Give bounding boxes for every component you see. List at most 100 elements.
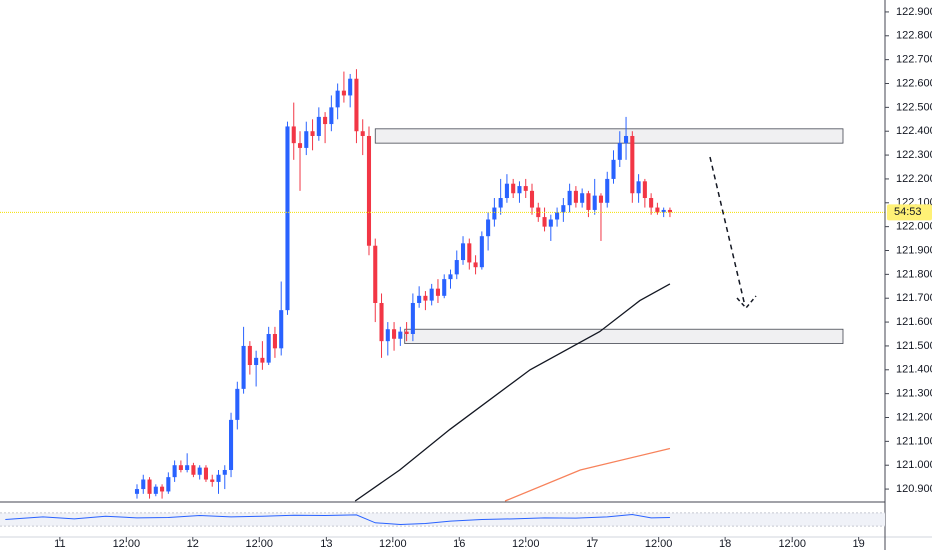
candle-body (254, 357, 259, 366)
moving-average (504, 447, 671, 502)
candle-body (235, 388, 240, 420)
x-tick-label: 12:00 (113, 538, 141, 550)
y-tick-label: 122.300 (896, 149, 932, 161)
y-tick-label: 121.300 (896, 388, 932, 400)
y-tick-label: 122.800 (896, 30, 932, 42)
x-tick-label: 16 (453, 538, 465, 550)
x-tick-label: 13 (320, 538, 332, 550)
candle-body (592, 195, 597, 210)
y-tick-label: 122.200 (896, 173, 932, 185)
candle-body (636, 181, 641, 194)
candle-body (498, 198, 503, 208)
candle-body (448, 274, 453, 280)
candle-body (335, 90, 340, 108)
forecast-arrowhead (736, 295, 757, 310)
candle-body (210, 479, 215, 482)
candle-body (266, 334, 271, 363)
candle-body (630, 135, 635, 194)
indicator-band (0, 512, 885, 527)
x-tick-label: 19 (853, 538, 865, 550)
plot-area (0, 69, 885, 502)
candle-body (460, 243, 466, 261)
y-tick-label: 121.000 (896, 459, 932, 471)
candle-body (260, 357, 265, 363)
candle-body (272, 334, 277, 349)
x-tick-label: 12:00 (645, 538, 673, 550)
candle-body (216, 474, 221, 482)
x-tick-label: 12 (187, 538, 199, 550)
candle-body (410, 302, 415, 334)
candle-body (486, 219, 491, 237)
candle-body (454, 260, 459, 275)
candle-body (598, 195, 604, 203)
candle-body (529, 190, 535, 208)
y-tick-label: 121.700 (896, 292, 932, 304)
candle-body (511, 183, 516, 194)
candle-body (304, 131, 309, 148)
y-tick-label: 121.200 (896, 411, 932, 423)
candle-body (467, 243, 472, 263)
y-tick-label: 120.900 (896, 483, 932, 495)
x-tick-label: 12:00 (778, 538, 806, 550)
candle-body (617, 143, 622, 160)
candle-body (611, 159, 616, 179)
candle-body (624, 135, 629, 144)
forecast-arrow (709, 156, 746, 307)
candle-body (423, 295, 428, 301)
y-tick-label: 121.400 (896, 364, 932, 376)
y-tick-label: 121.600 (896, 316, 932, 328)
candle-body (316, 116, 321, 136)
candle-body (435, 288, 440, 296)
zone (404, 328, 844, 344)
y-tick-label: 122.500 (896, 101, 932, 113)
y-tick-label: 121.800 (896, 268, 932, 280)
countdown-box (887, 204, 932, 221)
candle-body (229, 419, 234, 470)
candle-body (542, 217, 547, 227)
candle-body (667, 209, 672, 213)
indicator-line (5, 514, 670, 525)
candle-body (160, 486, 165, 492)
candle-body (586, 193, 591, 210)
candle-body (329, 107, 334, 125)
candle-body (567, 190, 572, 206)
candle-body (504, 183, 509, 199)
candle-body (366, 135, 372, 246)
moving-average (354, 283, 671, 502)
candle-body (185, 465, 190, 470)
candle-body (178, 465, 183, 470)
candle-body (655, 207, 660, 213)
candle-body (385, 329, 390, 342)
candle-body (661, 209, 666, 213)
candle-body (573, 190, 578, 203)
candle-body (172, 465, 177, 478)
y-tick-label: 122.000 (896, 221, 932, 233)
candle-body (166, 477, 171, 492)
x-tick-label: 12:00 (245, 538, 273, 550)
candle-body (297, 143, 303, 148)
candle-body (379, 302, 384, 342)
candle-body (580, 193, 585, 203)
candle-body (548, 219, 553, 227)
candle-body (291, 126, 296, 144)
candle-body (191, 465, 196, 475)
candle-body (398, 331, 403, 339)
candle-body (310, 131, 315, 136)
candle-body (241, 345, 246, 389)
candle-body (279, 310, 284, 349)
zone (374, 128, 844, 144)
candle-body (429, 288, 434, 301)
candle-body (354, 78, 359, 132)
candle-body (555, 212, 560, 220)
candle-body (642, 181, 647, 199)
candle-body (479, 236, 484, 268)
candle-body (605, 178, 610, 203)
y-tick-label: 121.900 (896, 244, 932, 256)
x-tick-label: 18 (719, 538, 731, 550)
candle-body (247, 345, 252, 366)
x-tick-label: 11 (54, 538, 65, 550)
candle-body (442, 279, 447, 296)
candle-body (392, 329, 397, 339)
